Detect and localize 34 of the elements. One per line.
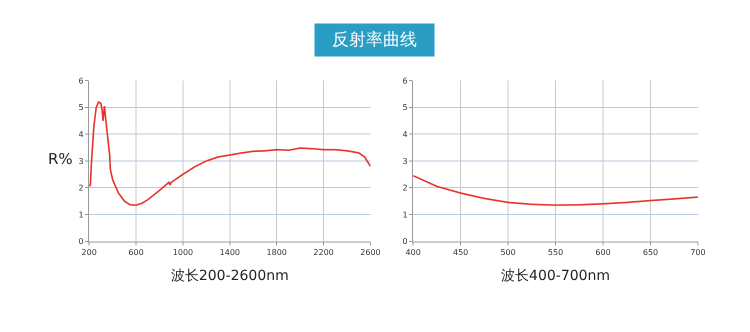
x-tick-label: 2600 [360, 248, 381, 257]
x-tick-label: 2200 [313, 248, 334, 257]
x-tick-label: 550 [548, 248, 564, 257]
line-series [89, 101, 370, 206]
y-tick-label: 4 [78, 130, 84, 139]
y-tick-label: 6 [402, 76, 408, 86]
y-tick-label: 2 [402, 184, 408, 193]
line-series [413, 174, 698, 206]
x-tick-label: 650 [642, 248, 658, 257]
x-tick-label: 700 [690, 248, 706, 257]
x-tick-label: 500 [500, 248, 516, 257]
x-axis-title: 波长200-2600nm [170, 268, 289, 284]
x-tick-label: 450 [452, 248, 468, 257]
y-axis-title: R% [48, 150, 73, 168]
y-tick-label: 3 [402, 156, 408, 166]
x-tick-label: 1000 [172, 248, 194, 257]
y-tick-label: 5 [78, 103, 84, 112]
x-tick-label: 400 [406, 248, 421, 257]
y-tick-label: 4 [402, 130, 408, 139]
y-tick-label: 1 [78, 210, 84, 220]
x-tick-label: 600 [595, 248, 611, 257]
y-tick-label: 0 [402, 237, 408, 246]
chart-title: 反射率曲线 [321, 30, 428, 50]
y-tick-label: 1 [402, 210, 408, 220]
x-tick-label: 600 [128, 248, 144, 257]
x-tick-label: 1400 [220, 248, 240, 257]
y-tick-label: 5 [402, 103, 408, 112]
y-tick-label: 0 [78, 237, 84, 246]
y-tick-label: 3 [78, 156, 84, 166]
y-tick-label: 2 [78, 184, 84, 193]
x-axis-title: 波长400-700nm [501, 268, 610, 284]
x-tick-label: 1800 [266, 248, 287, 257]
y-tick-label: 6 [78, 76, 84, 86]
x-tick-label: 200 [82, 248, 97, 257]
